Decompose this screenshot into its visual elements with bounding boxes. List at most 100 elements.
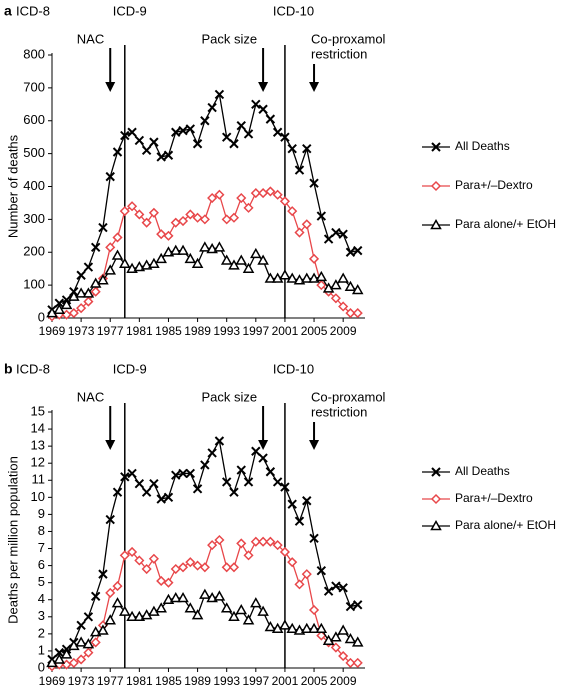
marker-stroke: [54, 647, 64, 658]
marker-stroke: [112, 147, 123, 157]
marker-triangle: [315, 622, 328, 633]
marker-stroke: [323, 234, 334, 244]
marker-cross: [272, 477, 283, 487]
marker-triangle: [191, 609, 204, 620]
marker-stroke: [272, 127, 283, 137]
marker-cross: [243, 477, 254, 487]
marker-cross: [105, 171, 115, 182]
marker-cross: [214, 436, 225, 446]
marker-triangle: [337, 272, 349, 283]
period-label: ICD-9: [113, 3, 147, 18]
marker-stroke: [207, 102, 217, 113]
marker-triangle: [257, 605, 269, 616]
marker-triangle: [351, 636, 364, 647]
marker-stroke: [83, 262, 94, 272]
marker-diamond: [330, 293, 341, 304]
marker-cross: [134, 478, 145, 489]
y-axis-label: Deaths per million population: [5, 456, 20, 624]
marker-triangle: [199, 588, 211, 599]
marker-cross: [112, 487, 123, 497]
marker-stroke: [105, 514, 115, 525]
marker-cross: [353, 600, 363, 610]
marker-cross: [83, 612, 94, 622]
marker-diamond: [177, 215, 189, 227]
marker-diamond: [119, 550, 130, 561]
marker-diamond: [83, 296, 94, 307]
marker-triangle: [286, 272, 298, 283]
marker-stroke: [265, 114, 276, 124]
marker-stroke: [345, 601, 356, 612]
marker-cross: [207, 448, 217, 458]
marker-triangle: [111, 249, 124, 260]
y-tick-label: 700: [23, 79, 45, 94]
x-tick-label: 1973: [68, 674, 95, 688]
marker-triangle: [264, 272, 277, 283]
marker-diamond: [221, 562, 232, 573]
marker-triangle: [89, 277, 102, 288]
marker-cross: [214, 89, 225, 100]
marker-triangle: [111, 597, 124, 608]
event-arrowhead: [105, 82, 116, 92]
marker-triangle: [97, 274, 109, 285]
marker-stroke: [251, 99, 261, 110]
marker-diamond: [163, 230, 174, 241]
marker-diamond: [83, 647, 94, 658]
marker-triangle: [337, 624, 349, 635]
marker-diamond: [316, 280, 327, 291]
panel-label: a: [4, 3, 12, 19]
marker-cross: [338, 229, 348, 239]
marker-stroke: [98, 569, 108, 579]
event-label: Co-proxamol: [311, 389, 386, 404]
y-tick-label: 15: [31, 403, 45, 418]
marker-cross: [251, 446, 261, 456]
marker-cross: [309, 178, 319, 188]
marker-triangle: [257, 254, 269, 265]
marker-cross: [163, 150, 174, 160]
legend-label: All Deaths: [455, 139, 510, 153]
marker-stroke: [338, 583, 348, 593]
marker-diamond: [228, 562, 240, 573]
marker-diamond: [287, 557, 298, 568]
marker-cross: [127, 127, 137, 137]
marker-stroke: [236, 120, 246, 131]
marker-cross: [185, 124, 196, 134]
y-tick-label: 8: [38, 523, 45, 538]
marker-triangle: [184, 252, 197, 264]
marker-cross: [287, 143, 297, 154]
marker-diamond: [214, 189, 225, 200]
period-label: ICD-10: [273, 361, 314, 376]
marker-triangle: [213, 241, 226, 252]
marker-diamond: [338, 301, 349, 312]
marker-diamond: [279, 196, 290, 207]
marker-triangle: [242, 614, 255, 625]
x-tick-label: 1969: [39, 674, 66, 688]
marker-triangle: [250, 247, 262, 259]
marker-diamond: [177, 562, 189, 573]
marker-stroke: [431, 467, 441, 477]
marker-triangle: [60, 298, 73, 310]
marker-stroke: [338, 229, 348, 239]
marker-diamond: [279, 546, 290, 558]
marker-cross: [141, 145, 152, 156]
marker-cross: [141, 487, 152, 497]
marker-cross: [331, 581, 341, 591]
marker-stroke: [163, 150, 174, 160]
marker-stroke: [345, 247, 356, 257]
y-tick-label: 3: [38, 608, 45, 623]
marker-triangle: [177, 591, 189, 603]
marker-stroke: [214, 436, 225, 446]
marker-triangle: [330, 631, 342, 642]
x-tick-label: 2009: [330, 674, 357, 688]
marker-diamond: [76, 303, 87, 314]
marker-cross: [171, 470, 181, 480]
marker-stroke: [192, 139, 203, 149]
marker-stroke: [76, 620, 86, 631]
marker-diamond: [141, 217, 152, 228]
marker-triangle: [250, 597, 262, 608]
event-label: NAC: [77, 31, 104, 46]
marker-triangle: [308, 622, 320, 633]
marker-stroke: [221, 132, 232, 142]
marker-diamond: [68, 308, 79, 319]
marker-diamond: [192, 212, 203, 223]
